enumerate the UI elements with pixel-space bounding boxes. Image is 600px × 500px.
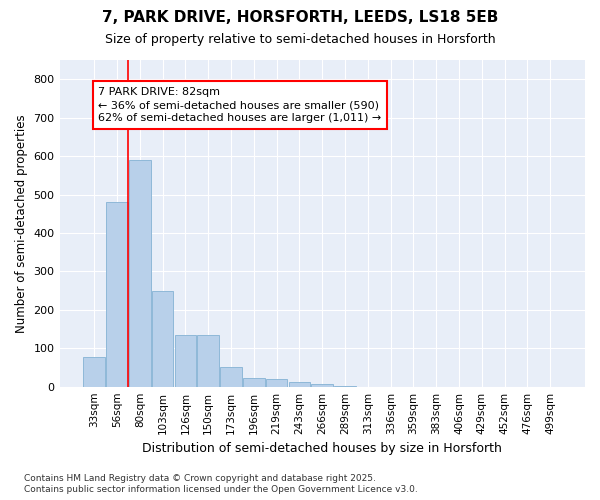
Bar <box>266 379 287 386</box>
Bar <box>129 160 151 386</box>
Text: Contains HM Land Registry data © Crown copyright and database right 2025.
Contai: Contains HM Land Registry data © Crown c… <box>24 474 418 494</box>
Bar <box>197 335 219 386</box>
Bar <box>106 202 128 386</box>
Bar <box>311 384 333 386</box>
Text: 7, PARK DRIVE, HORSFORTH, LEEDS, LS18 5EB: 7, PARK DRIVE, HORSFORTH, LEEDS, LS18 5E… <box>102 10 498 25</box>
Text: 7 PARK DRIVE: 82sqm
← 36% of semi-detached houses are smaller (590)
62% of semi-: 7 PARK DRIVE: 82sqm ← 36% of semi-detach… <box>98 87 382 124</box>
X-axis label: Distribution of semi-detached houses by size in Horsforth: Distribution of semi-detached houses by … <box>142 442 502 455</box>
Bar <box>243 378 265 386</box>
Bar <box>152 290 173 386</box>
Text: Size of property relative to semi-detached houses in Horsforth: Size of property relative to semi-detach… <box>104 32 496 46</box>
Bar <box>175 335 196 386</box>
Y-axis label: Number of semi-detached properties: Number of semi-detached properties <box>15 114 28 332</box>
Bar <box>83 357 105 386</box>
Bar <box>289 382 310 386</box>
Bar <box>220 366 242 386</box>
